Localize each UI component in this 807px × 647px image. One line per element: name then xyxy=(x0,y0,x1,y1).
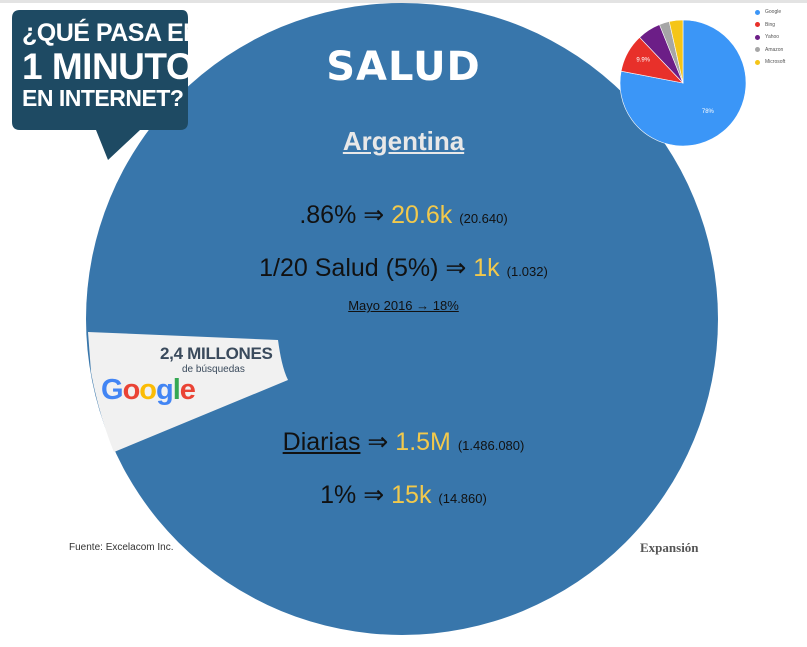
stat-row-3: Diarias ⇒ 1.5M (1.486.080) xyxy=(0,427,807,457)
legend-swatch xyxy=(755,22,760,28)
legend-swatch xyxy=(755,34,760,40)
badge-line-3: EN INTERNET? xyxy=(22,84,184,111)
google-logo-letter: e xyxy=(179,374,196,406)
legend-label: Bing xyxy=(765,21,776,28)
badge-line-2: 1 MINUTO xyxy=(22,45,195,87)
google-logo-letter: l xyxy=(172,374,181,406)
legend-item: Yahoo xyxy=(755,31,785,44)
stat-row-1: .86% ⇒ 20.6k (20.640) xyxy=(0,200,807,230)
stat-1-value: 20.6k xyxy=(391,201,453,229)
google-logo-letter: o xyxy=(122,374,141,406)
stat-2-value: 1k xyxy=(473,254,500,282)
legend-item: Amazon xyxy=(755,44,785,57)
stat-1-detail: (20.640) xyxy=(459,211,508,226)
pie-slice xyxy=(668,19,684,84)
google-logo: Google xyxy=(101,374,196,407)
country-heading: Argentina xyxy=(342,126,465,156)
google-search-subtitle: de búsquedas xyxy=(182,364,245,375)
top-border xyxy=(0,0,807,3)
pie-legend: Google Bing Yahoo Amazon Microsoft xyxy=(755,6,785,69)
legend-label: Microsoft xyxy=(765,59,786,66)
stat-3-arrow: ⇒ xyxy=(360,428,396,456)
stat-4-value: 15k xyxy=(391,481,432,509)
legend-swatch xyxy=(755,9,760,15)
stat-1-prefix: .86% ⇒ xyxy=(299,201,392,229)
legend-item: Microsoft xyxy=(755,56,785,69)
expansion-logo: Expansión xyxy=(640,540,699,555)
stat-4-prefix: 1% ⇒ xyxy=(320,481,392,509)
stat-4-detail: (14.860) xyxy=(438,491,487,506)
page-title: SALUD xyxy=(326,44,481,90)
legend-label: Yahoo xyxy=(765,34,780,41)
source-credit: Fuente: Excelacom Inc. xyxy=(69,542,174,553)
stat-2-prefix: 1/20 Salud (5%) ⇒ xyxy=(259,254,474,282)
legend-item: Google xyxy=(755,6,785,19)
legend-label: Amazon xyxy=(765,46,784,53)
google-logo-letter: g xyxy=(156,374,174,406)
pie-slice-label: 78% xyxy=(702,109,715,115)
google-logo-letter: o xyxy=(139,374,157,406)
stat-3-value: 1.5M xyxy=(395,428,451,456)
que-pasa-badge xyxy=(12,10,188,160)
google-logo-letter: G xyxy=(101,374,124,406)
legend-swatch xyxy=(755,47,760,53)
stat-row-2: 1/20 Salud (5%) ⇒ 1k (1.032) xyxy=(0,253,807,283)
legend-label: Google xyxy=(765,9,782,16)
search-engine-pie-chart: 78% 9.9% xyxy=(619,19,747,147)
legend-swatch xyxy=(755,59,760,65)
badge-text: ¿QUÉ PASA EN 1 MINUTO EN INTERNET? xyxy=(22,20,201,110)
badge-line-1: ¿QUÉ PASA EN xyxy=(22,19,201,47)
background-circle xyxy=(86,3,718,635)
stat-2-detail: (1.032) xyxy=(506,264,548,279)
stat-3-label: Diarias xyxy=(282,428,361,456)
stat-note: Mayo 2016 → 18% xyxy=(348,298,459,313)
pie-slice-label: 9.9% xyxy=(636,57,650,63)
stat-3-detail: (1.486.080) xyxy=(457,438,525,453)
google-search-count: 2,4 MILLONES xyxy=(160,344,273,363)
stat-row-4: 1% ⇒ 15k (14.860) xyxy=(0,480,807,510)
legend-item: Bing xyxy=(755,19,785,32)
